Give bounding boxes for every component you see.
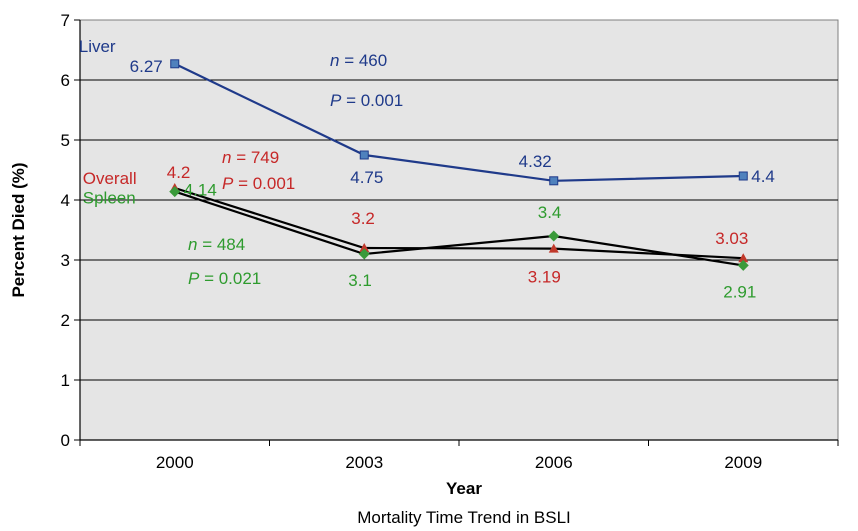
x-tick-label: 2000: [156, 453, 194, 472]
data-label-liver: 4.75: [350, 168, 383, 187]
marker-overall: [738, 253, 749, 263]
y-tick-label: 2: [61, 311, 70, 330]
marker-spleen: [169, 186, 181, 198]
annotation-n-overall: n = 749: [222, 148, 279, 167]
marker-liver: [738, 171, 748, 181]
annotation-n-liver: n = 460: [330, 51, 387, 70]
data-label-liver: 6.27: [130, 57, 163, 76]
data-label-overall: 3.2: [351, 209, 375, 228]
data-label-spleen: 3.1: [348, 271, 372, 290]
annotation-n-value: 460: [359, 51, 387, 70]
series-name-label-spleen: Spleen: [83, 189, 136, 208]
series-line-liver: [174, 62, 744, 182]
y-tick-label: 0: [61, 431, 70, 450]
series-name-label-liver: Liver: [79, 37, 116, 56]
x-tick-label: 2006: [535, 453, 573, 472]
x-axis-title: Year: [446, 479, 482, 498]
y-tick-label: 3: [61, 251, 70, 270]
x-tick-label: 2009: [724, 453, 762, 472]
data-label-liver: 4.4: [751, 167, 775, 186]
data-label-overall: 4.2: [167, 163, 191, 182]
annotation-p-value: 0.001: [253, 174, 296, 193]
data-label-spleen: 3.4: [538, 203, 562, 222]
annotation-n-value: 749: [251, 148, 279, 167]
data-label-liver: 4.32: [519, 152, 552, 171]
annotation-p-value: 0.021: [219, 269, 262, 288]
series-name-label-overall: Overall: [83, 169, 137, 188]
marker-liver: [170, 59, 180, 69]
annotation-n-value: 484: [217, 235, 245, 254]
marker-spleen: [737, 259, 749, 271]
series-line-spleen: [174, 190, 744, 267]
y-tick-label: 5: [61, 131, 70, 150]
data-label-overall: 3.03: [715, 229, 748, 248]
y-tick-label: 4: [61, 191, 70, 210]
marker-overall: [359, 243, 370, 252]
data-label-overall: 3.19: [528, 268, 561, 287]
marker-spleen: [548, 230, 560, 242]
marker-liver: [359, 150, 369, 160]
annotation-p-overall: P = 0.001: [222, 174, 295, 193]
y-tick-label: 1: [61, 371, 70, 390]
y-axis-title: Percent Died (%): [9, 162, 28, 297]
annotation-p-liver: P = 0.001: [330, 91, 403, 110]
series-line-overall: [174, 186, 744, 260]
annotation-p-spleen: P = 0.021: [188, 269, 261, 288]
y-tick-label: 6: [61, 71, 70, 90]
chart-caption: Mortality Time Trend in BSLI: [357, 508, 571, 527]
data-label-spleen: 2.91: [723, 282, 756, 301]
y-tick-label: 7: [61, 11, 70, 30]
annotation-n-spleen: n = 484: [188, 235, 245, 254]
annotation-p-value: 0.001: [361, 91, 404, 110]
plot-area: [79, 19, 839, 441]
marker-spleen: [358, 248, 370, 260]
data-label-spleen: 4.14: [184, 181, 217, 200]
marker-liver: [549, 176, 559, 186]
marker-overall: [548, 243, 559, 253]
x-tick-label: 2003: [345, 453, 383, 472]
